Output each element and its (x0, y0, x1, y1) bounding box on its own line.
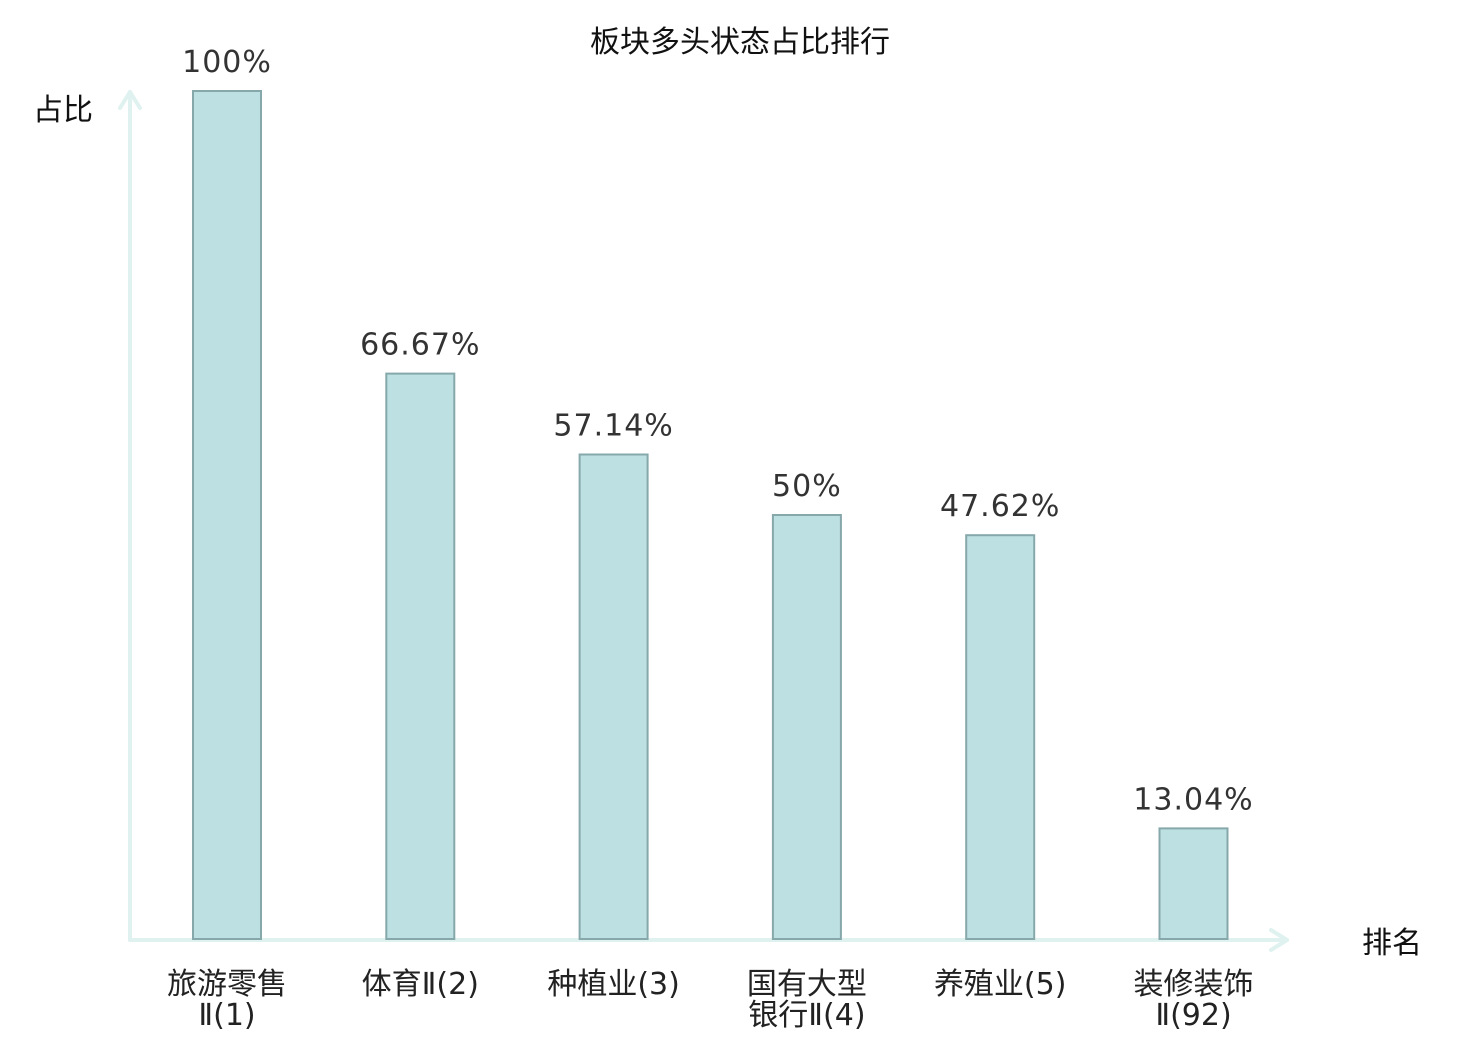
value-label-3: 57.14% (553, 409, 673, 444)
category-label-1-line-2: Ⅱ(1) (198, 998, 255, 1033)
category-label-6-line-2: Ⅱ(92) (1155, 998, 1231, 1033)
value-label-1: 100% (182, 45, 272, 80)
bar-4 (771, 514, 842, 940)
bar-6 (1158, 827, 1229, 941)
category-label-4-line-2: 银行Ⅱ(4) (748, 998, 865, 1033)
category-label-5: 养殖业(5) (934, 967, 1067, 1002)
x-axis-label: 排名 (1362, 926, 1422, 961)
category-label-4-line-1: 国有大型 (747, 967, 867, 1002)
y-axis-arrow (118, 90, 142, 110)
category-label-1-line-1: 旅游零售 (167, 967, 287, 1002)
category-label-6-line-1: 装修装饰 (1134, 967, 1254, 1002)
bar-3 (578, 453, 649, 940)
chart-title: 板块多头状态占比排行 (590, 25, 890, 60)
category-label-2: 体育Ⅱ(2) (362, 967, 479, 1002)
value-label-2: 66.67% (360, 328, 480, 363)
bar-1 (192, 90, 262, 940)
y-axis-label: 占比 (33, 93, 93, 128)
value-label-6: 13.04% (1133, 782, 1253, 817)
value-label-4: 50% (772, 469, 842, 504)
bar-5 (965, 534, 1036, 940)
value-label-5: 47.62% (940, 489, 1060, 524)
category-label-3: 种植业(3) (547, 967, 680, 1002)
bar-2 (385, 372, 456, 941)
x-axis-arrow (1269, 928, 1289, 952)
